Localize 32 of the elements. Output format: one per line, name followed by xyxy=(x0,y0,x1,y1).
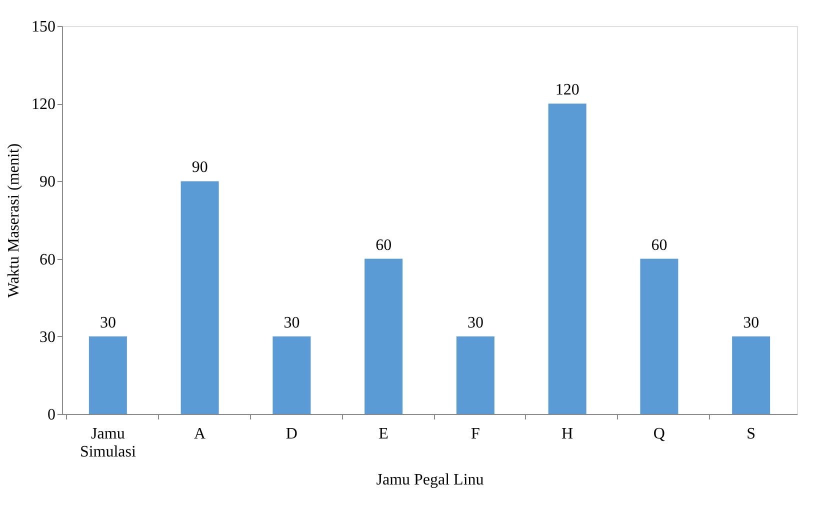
data-label: 30 xyxy=(743,314,760,332)
x-tick-label: D xyxy=(286,426,298,442)
bar xyxy=(272,336,311,414)
data-label: 60 xyxy=(651,236,668,254)
data-label: 30 xyxy=(284,314,300,332)
data-label: 120 xyxy=(555,82,580,99)
y-axis-title: Waktu Maserasi (menit) xyxy=(6,143,22,298)
data-label: 30 xyxy=(100,314,116,332)
x-tick-label: Q xyxy=(653,426,666,442)
x-tick-label: S xyxy=(746,426,756,442)
y-tick-label: 150 xyxy=(32,18,56,36)
x-tick-label: Jamu Simulasi xyxy=(80,426,136,460)
x-tick-label: E xyxy=(378,426,388,442)
bar xyxy=(364,258,403,414)
y-tick-label: 30 xyxy=(40,328,56,346)
bar xyxy=(732,336,770,414)
y-tick-label: 120 xyxy=(32,96,56,114)
bar xyxy=(456,336,494,414)
data-label: 60 xyxy=(376,236,392,254)
y-tick-label: 60 xyxy=(40,251,56,268)
y-tick-label: 90 xyxy=(40,174,56,191)
x-axis-title: Jamu Pegal Linu xyxy=(376,472,484,488)
bar xyxy=(548,104,586,414)
data-label: 90 xyxy=(192,159,208,176)
bar xyxy=(180,181,219,414)
x-tick-label: A xyxy=(194,426,206,442)
y-tick-label: 0 xyxy=(48,406,56,424)
x-tick-label: H xyxy=(562,426,574,442)
x-tick-label: F xyxy=(470,426,480,442)
bar xyxy=(640,258,678,414)
data-label: 30 xyxy=(467,314,484,332)
bar xyxy=(88,336,127,414)
